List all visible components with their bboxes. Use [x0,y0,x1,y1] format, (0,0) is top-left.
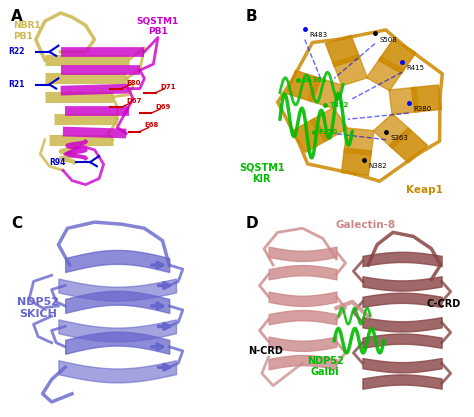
Text: D71: D71 [160,83,176,90]
Text: R21: R21 [8,80,25,89]
Text: E68: E68 [145,123,159,128]
Text: NDP52
Galbi: NDP52 Galbi [307,356,344,377]
Polygon shape [411,85,441,112]
Text: R483: R483 [310,33,328,38]
Polygon shape [325,35,360,67]
Polygon shape [379,40,416,73]
Text: S363: S363 [391,135,409,141]
Text: R380: R380 [413,106,432,112]
Polygon shape [286,70,321,102]
Polygon shape [389,128,428,163]
Polygon shape [291,118,328,152]
Text: T352: T352 [329,102,349,108]
Text: R22: R22 [8,47,25,56]
Text: C: C [11,216,22,231]
Text: D: D [246,216,259,231]
Text: N-CRD: N-CRD [248,346,283,356]
Text: F350: F350 [319,128,337,135]
Text: NDP52
SKICH: NDP52 SKICH [17,297,59,319]
Text: S508: S508 [379,37,397,43]
Text: D69: D69 [155,104,171,110]
Text: N382: N382 [368,163,387,169]
Text: E80: E80 [126,80,141,85]
Text: Galectin-8: Galectin-8 [336,220,396,230]
Text: R415: R415 [407,65,425,71]
Polygon shape [366,57,404,91]
Polygon shape [373,113,411,148]
Polygon shape [308,77,342,108]
Text: A: A [11,9,23,24]
Polygon shape [341,148,372,176]
Text: SQSTM1
KIR: SQSTM1 KIR [239,162,284,184]
Text: B: B [246,9,257,24]
Text: R94: R94 [49,158,65,167]
Polygon shape [333,55,367,86]
Polygon shape [389,87,419,114]
Text: NBR1
PB1: NBR1 PB1 [13,21,41,40]
Text: Keap1: Keap1 [406,185,443,195]
Text: pS361: pS361 [302,78,327,83]
Polygon shape [344,128,374,155]
Text: D67: D67 [126,98,142,104]
Text: C-CRD: C-CRD [427,299,461,309]
Polygon shape [310,108,348,141]
Text: SQSTM1
PB1: SQSTM1 PB1 [137,17,179,36]
